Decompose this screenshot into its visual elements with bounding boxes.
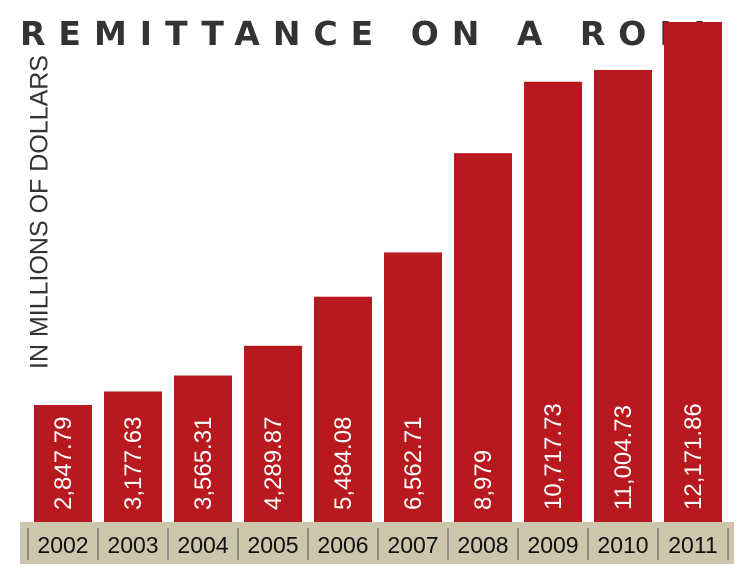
bar-2009 xyxy=(524,81,582,522)
bar-2011 xyxy=(664,22,722,522)
bar-2010 xyxy=(594,69,652,522)
bar-value-label: 2,847.79 xyxy=(50,417,77,510)
bar-value-label: 6,562.71 xyxy=(400,417,427,510)
bar-2003 xyxy=(104,391,162,522)
x-tick-label: 2008 xyxy=(457,532,508,558)
bar-2004 xyxy=(174,375,232,522)
x-tick-labels: 2002 2003 2004 2005 2006 2007 2008 2009 2010 2011 xyxy=(27,528,729,560)
x-tick-label: 2006 xyxy=(317,532,368,558)
x-axis-band xyxy=(20,522,734,564)
bar-value-label: 8,979 xyxy=(470,450,497,510)
bars-group: 2,847.79 3,177.63 3,565.31 4,289.87 5,484.08… xyxy=(34,22,722,522)
bar-value-label: 12,171.86 xyxy=(680,403,707,510)
bar-2007 xyxy=(384,252,442,522)
bar-value-label: 11,004.73 xyxy=(610,405,637,510)
bar-value-label: 5,484.08 xyxy=(330,417,357,510)
bar-2005 xyxy=(244,345,302,522)
x-tick-label: 2003 xyxy=(107,532,158,558)
bar-value-label: 3,177.63 xyxy=(120,417,147,510)
x-tick-label: 2002 xyxy=(37,532,88,558)
chart-title: REMITTANCE ON A ROLL xyxy=(20,14,728,53)
bar-value-label: 3,565.31 xyxy=(190,417,217,510)
x-tick-label: 2010 xyxy=(597,532,648,558)
bar-2008 xyxy=(454,153,512,522)
bar-2002 xyxy=(34,405,92,522)
x-tick-label: 2011 xyxy=(668,532,717,558)
bar-value-label: 10,717.73 xyxy=(540,403,567,510)
x-tick-label: 2007 xyxy=(387,532,438,558)
bar-2006 xyxy=(314,296,372,522)
x-tick-label: 2005 xyxy=(247,532,298,558)
bar-value-label: 4,289.87 xyxy=(260,417,287,510)
x-tick-label: 2009 xyxy=(527,532,578,558)
x-tick-label: 2004 xyxy=(177,532,228,558)
